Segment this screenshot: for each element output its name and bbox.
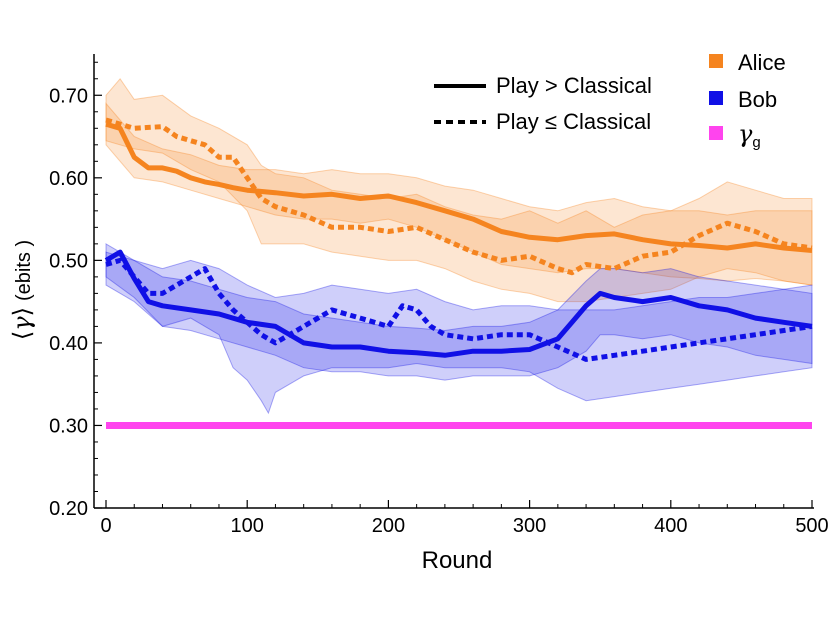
- series-lines: [104, 117, 813, 429]
- series-line-alice-solid: [105, 121, 813, 253]
- legend-alice-swatch: [709, 54, 723, 68]
- x-tick-label: 0: [100, 515, 111, 537]
- series-line-bob-solid: [104, 249, 813, 358]
- x-tick-label: 400: [654, 515, 687, 537]
- series-line-bob-dashed: [105, 257, 813, 362]
- axis-ticks: 0 100 200 300 400 500 0.20 0.30 0.40 0.50 0.60 0.70: [49, 61, 829, 537]
- x-tick-label: 500: [795, 515, 828, 537]
- y-tick-label: 0.60: [49, 168, 88, 190]
- y-tick-label: 0.50: [49, 250, 88, 272]
- band-bob-solid: [105, 251, 813, 381]
- legend-dashed-label: Play ≤ Classical: [496, 109, 651, 134]
- y-tick-label: 0.20: [49, 498, 88, 520]
- legend-bob-swatch: [709, 91, 723, 105]
- legend-solid-label: Play > Classical: [496, 73, 652, 98]
- band-alice-dashed: [105, 77, 813, 303]
- x-tick-label: 300: [513, 515, 546, 537]
- legend-gamma-g-swatch: [709, 126, 723, 140]
- x-axis-title: Round: [422, 547, 493, 574]
- y-tick-label: 0.40: [49, 333, 88, 355]
- legend-linestyles: Play > Classical Play ≤ Classical: [434, 73, 652, 134]
- band-bob-dashed: [105, 243, 813, 415]
- legend-colors: Alice Bob γg: [709, 50, 786, 151]
- legend-bob-label: Bob: [738, 87, 777, 112]
- series-line-alice-dashed: [105, 117, 813, 276]
- x-tick-label: 200: [372, 515, 405, 537]
- y-tick-label: 0.30: [49, 415, 88, 437]
- legend-alice-label: Alice: [738, 50, 786, 75]
- y-tick-label: 0.70: [49, 85, 88, 107]
- x-tick-label: 100: [231, 515, 264, 537]
- y-axis-title: ⟨γ⟩(ebits ): [8, 240, 36, 340]
- legend-gamma-g-label: γg: [738, 120, 761, 151]
